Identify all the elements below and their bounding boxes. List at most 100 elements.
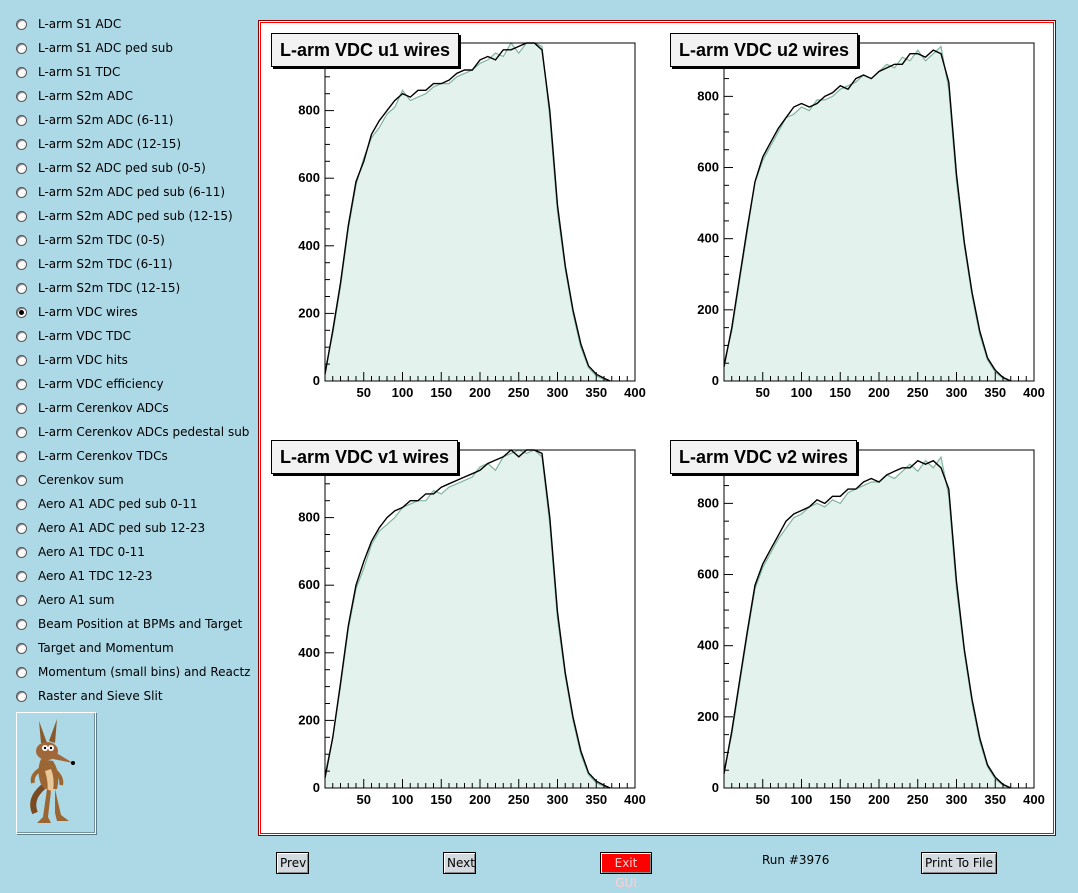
radio-button[interactable] [16, 354, 27, 366]
radio-option[interactable]: L-arm Cerenkov ADCs [16, 398, 169, 418]
x-tick-label: 400 [1023, 385, 1045, 400]
radio-option[interactable]: Aero A1 sum [16, 590, 114, 610]
data-series-line [723, 49, 1012, 382]
y-tick-label: 0 [313, 373, 320, 388]
radio-button[interactable] [16, 18, 27, 30]
histogram-title: L-arm VDC u2 wires [670, 33, 859, 67]
radio-button[interactable] [16, 42, 27, 54]
radio-button[interactable] [16, 426, 27, 438]
radio-button[interactable] [16, 330, 27, 342]
radio-option[interactable]: L-arm VDC TDC [16, 326, 131, 346]
radio-button[interactable] [16, 282, 27, 294]
radio-option[interactable]: L-arm Cerenkov TDCs [16, 446, 168, 466]
histogram-title: L-arm VDC v2 wires [670, 440, 858, 474]
y-tick-label: 800 [298, 103, 320, 118]
radio-option[interactable]: Momentum (small bins) and Reactz [16, 662, 250, 682]
radio-option[interactable]: Aero A1 TDC 0-11 [16, 542, 145, 562]
y-tick-label: 400 [298, 238, 320, 253]
x-tick-label: 50 [357, 385, 371, 400]
radio-option[interactable]: Target and Momentum [16, 638, 174, 658]
radio-option[interactable]: Aero A1 TDC 12-23 [16, 566, 153, 586]
radio-button[interactable] [16, 258, 27, 270]
radio-option[interactable]: Cerenkov sum [16, 470, 124, 490]
data-series-line [324, 449, 611, 789]
radio-option[interactable]: L-arm S2 ADC ped sub (0-5) [16, 158, 206, 178]
x-tick-label: 150 [430, 385, 452, 400]
radio-option[interactable]: Beam Position at BPMs and Target [16, 614, 242, 634]
radio-option[interactable]: L-arm S1 ADC ped sub [16, 38, 173, 58]
histogram-title: L-arm VDC u1 wires [271, 33, 460, 67]
x-tick-label: 100 [392, 385, 414, 400]
radio-button[interactable] [16, 90, 27, 102]
radio-button[interactable] [16, 570, 27, 582]
prev-button[interactable]: Prev [276, 852, 309, 874]
radio-option[interactable]: L-arm S2m ADC (12-15) [16, 134, 181, 154]
print-to-file-button[interactable]: Print To File [921, 852, 997, 874]
histogram-pad: 50 100 150 200 250 300 350 400 0 200 400 600 800 L-ar… [664, 438, 1056, 828]
radio-button[interactable] [16, 210, 27, 222]
radio-option[interactable]: L-arm S2m TDC (0-5) [16, 230, 165, 250]
radio-option[interactable]: L-arm VDC efficiency [16, 374, 164, 394]
radio-button[interactable] [16, 594, 27, 606]
radio-option-label: L-arm S2m ADC (6-11) [38, 113, 174, 127]
radio-button[interactable] [16, 498, 27, 510]
radio-option-label: L-arm S2m ADC [38, 89, 133, 103]
run-number-label: Run #3976 [762, 853, 830, 867]
x-tick-label: 250 [508, 792, 530, 807]
histogram-plot: 50 100 150 200 250 300 350 400 0 200 400 600 800 [697, 42, 1045, 400]
radio-button[interactable] [16, 522, 27, 534]
radio-button-checked[interactable] [16, 306, 27, 318]
radio-option[interactable]: L-arm S2m ADC ped sub (6-11) [16, 182, 225, 202]
radio-option-label: Aero A1 TDC 0-11 [38, 545, 145, 559]
radio-option[interactable]: L-arm S1 TDC [16, 62, 120, 82]
radio-button[interactable] [16, 450, 27, 462]
radio-option[interactable]: L-arm VDC hits [16, 350, 128, 370]
radio-option-label: Aero A1 ADC ped sub 0-11 [38, 497, 198, 511]
x-tick-label: 150 [430, 792, 452, 807]
radio-option[interactable]: L-arm S1 ADC [16, 14, 121, 34]
radio-option[interactable]: L-arm S2m ADC (6-11) [16, 110, 173, 130]
x-tick-label: 100 [791, 385, 813, 400]
y-tick-label: 0 [712, 373, 719, 388]
radio-option-label: L-arm VDC wires [38, 305, 138, 319]
y-tick-label: 800 [298, 510, 320, 525]
radio-option-label: Raster and Sieve Slit [38, 689, 163, 703]
x-tick-label: 400 [1023, 792, 1045, 807]
radio-button[interactable] [16, 114, 27, 126]
exit-gui-button[interactable]: Exit GUI [600, 852, 652, 890]
radio-button[interactable] [16, 642, 27, 654]
x-tick-label: 250 [907, 385, 929, 400]
radio-button[interactable] [16, 186, 27, 198]
radio-option-label: L-arm VDC TDC [38, 329, 131, 343]
radio-option-label: L-arm S1 ADC ped sub [38, 41, 173, 55]
radio-button[interactable] [16, 378, 27, 390]
radio-option[interactable]: Aero A1 ADC ped sub 12-23 [16, 518, 205, 538]
radio-option[interactable]: L-arm S2m TDC (6-11) [16, 254, 173, 274]
next-button[interactable]: Next [443, 852, 476, 874]
radio-button[interactable] [16, 402, 27, 414]
radio-button[interactable] [16, 618, 27, 630]
y-tick-label: 200 [298, 712, 320, 727]
radio-option[interactable]: L-arm S2m ADC ped sub (12-15) [16, 206, 233, 226]
x-tick-label: 50 [756, 792, 770, 807]
radio-button[interactable] [16, 666, 27, 678]
radio-option[interactable]: L-arm S2m ADC [16, 86, 133, 106]
radio-button[interactable] [16, 234, 27, 246]
radio-button[interactable] [16, 138, 27, 150]
radio-button[interactable] [16, 690, 27, 702]
radio-button[interactable] [16, 66, 27, 78]
radio-option-label: Aero A1 TDC 12-23 [38, 569, 153, 583]
radio-option-label: L-arm VDC efficiency [38, 377, 164, 391]
y-tick-label: 200 [298, 305, 320, 320]
radio-option[interactable]: L-arm VDC wires [16, 302, 137, 322]
radio-option[interactable]: L-arm S2m TDC (12-15) [16, 278, 180, 298]
radio-button[interactable] [16, 162, 27, 174]
radio-button[interactable] [16, 546, 27, 558]
radio-option-label: L-arm S2m ADC ped sub (12-15) [38, 209, 233, 223]
radio-option[interactable]: Aero A1 ADC ped sub 0-11 [16, 494, 197, 514]
radio-button[interactable] [16, 474, 27, 486]
y-tick-label: 800 [697, 495, 719, 510]
radio-option-label: Aero A1 ADC ped sub 12-23 [38, 521, 206, 535]
radio-option[interactable]: Raster and Sieve Slit [16, 686, 163, 706]
radio-option[interactable]: L-arm Cerenkov ADCs pedestal sub [16, 422, 249, 442]
